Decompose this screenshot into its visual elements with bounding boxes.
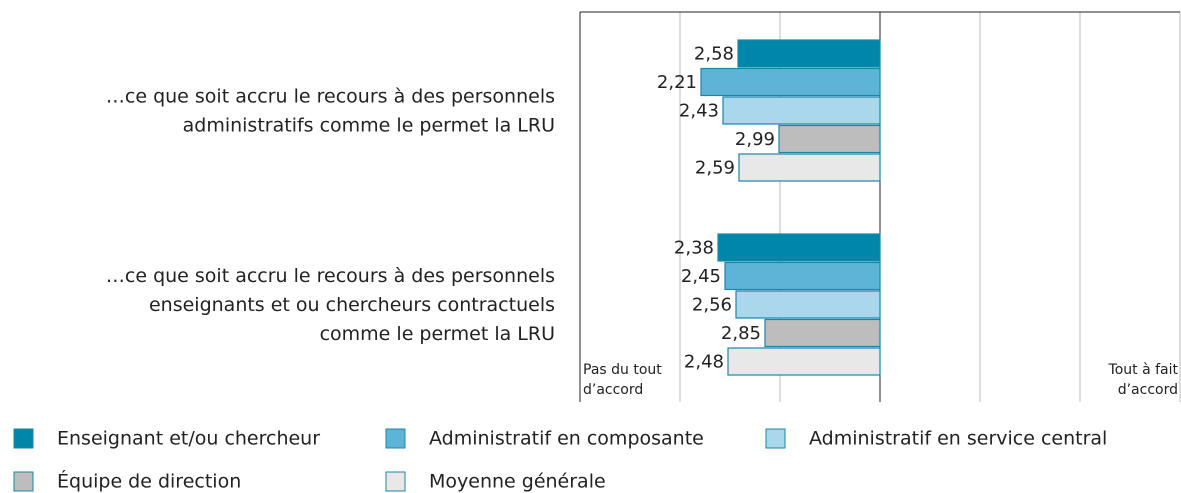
bar — [738, 153, 881, 182]
legend-label: Administratif en service central — [809, 428, 1107, 450]
value-label: 2,99 — [735, 129, 775, 150]
value-label: 2,21 — [657, 72, 697, 93]
axis-end-label: d’accord — [583, 382, 643, 398]
legend-label: Enseignant et/ou chercheur — [57, 428, 320, 450]
legend-swatch — [13, 428, 34, 449]
category-label: enseignants et ou chercheurs contractuel… — [149, 294, 555, 316]
category-label: …ce que soit accru le recours à des pers… — [106, 265, 555, 287]
axis-end-label: d’accord — [1118, 382, 1178, 398]
bar — [724, 261, 881, 291]
axis-end-label: Tout à fait — [1108, 362, 1179, 378]
bar — [778, 124, 881, 154]
value-label: 2,43 — [679, 101, 719, 122]
category-label: comme le permet la LRU — [320, 323, 555, 345]
legend-swatch — [13, 471, 34, 492]
category-label: …ce que soit accru le recours à des pers… — [106, 85, 555, 107]
legend-swatch — [765, 428, 786, 449]
bar — [735, 290, 881, 319]
category-label: administratifs comme le permet la LRU — [183, 114, 555, 136]
value-label: 2,59 — [695, 158, 735, 179]
bar — [727, 347, 881, 376]
value-label: 2,45 — [681, 266, 721, 287]
bar — [737, 39, 881, 68]
axis-end-label: Pas du tout — [583, 362, 662, 378]
value-label: 2,85 — [721, 323, 761, 344]
bar — [717, 233, 881, 262]
value-label: 2,58 — [694, 44, 734, 65]
legend-label: Administratif en composante — [429, 428, 704, 450]
value-label: 2,38 — [674, 238, 714, 259]
legend-label: Moyenne générale — [429, 471, 606, 493]
legend-swatch — [385, 471, 406, 492]
value-label: 2,48 — [684, 352, 724, 373]
value-label: 2,56 — [692, 295, 732, 316]
bar — [764, 318, 881, 348]
legend-swatch — [385, 428, 406, 449]
bar — [722, 96, 881, 125]
legend-label: Équipe de direction — [57, 470, 241, 493]
bar — [700, 67, 881, 97]
